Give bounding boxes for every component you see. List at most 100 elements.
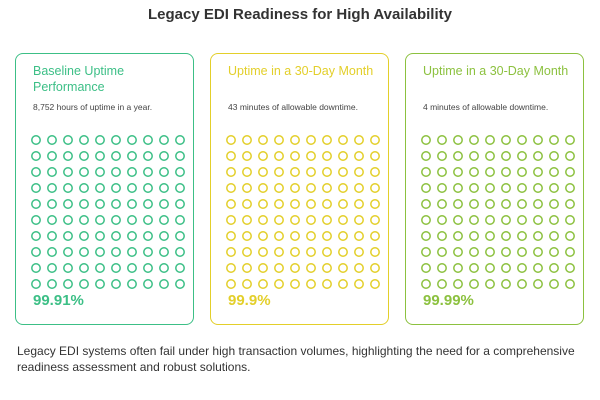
uptime-dot [549,183,559,193]
uptime-dot [485,231,495,241]
uptime-dot [258,151,268,161]
uptime-dot [258,135,268,145]
uptime-dot [47,247,57,257]
uptime-dot [63,183,73,193]
uptime-dot [370,183,380,193]
uptime-dot [127,135,137,145]
uptime-dot [127,231,137,241]
uptime-dot [159,183,169,193]
uptime-dot [469,279,479,289]
uptime-dot [370,231,380,241]
uptime-dot [175,279,185,289]
uptime-dot [549,231,559,241]
uptime-dot [31,183,41,193]
uptime-dot [175,135,185,145]
uptime-dot [549,199,559,209]
uptime-dot [533,263,543,273]
uptime-dot [501,183,511,193]
uptime-dot [338,263,348,273]
uptime-dot [533,231,543,241]
uptime-dot [338,135,348,145]
uptime-dot [517,135,527,145]
uptime-dot [143,247,153,257]
uptime-dot [322,215,332,225]
uptime-dot [159,151,169,161]
uptime-dot [421,215,431,225]
uptime-dot [469,263,479,273]
uptime-dot [453,279,463,289]
uptime-dot [533,183,543,193]
uptime-dot [517,167,527,177]
uptime-dot [469,151,479,161]
uptime-dot [290,231,300,241]
uptime-dot [354,263,364,273]
uptime-dot [485,247,495,257]
uptime-dot [127,247,137,257]
uptime-dot [469,135,479,145]
uptime-dot [95,279,105,289]
uptime-dot [565,279,575,289]
uptime-dot [47,199,57,209]
uptime-dot [338,167,348,177]
uptime-dot [95,263,105,273]
uptime-dot [421,263,431,273]
uptime-dot [79,151,89,161]
uptime-dot [485,279,495,289]
uptime-dot [322,151,332,161]
uptime-dot [274,263,284,273]
dot-grid [421,135,575,289]
uptime-dot [533,135,543,145]
uptime-dot [501,279,511,289]
uptime-dot [306,167,316,177]
uptime-dot [159,263,169,273]
uptime-dot [469,247,479,257]
uptime-dot [258,247,268,257]
uptime-dot [469,215,479,225]
card-title: Uptime in a 30-Day Month [228,64,374,78]
uptime-dot [354,215,364,225]
uptime-dot [242,199,252,209]
uptime-dot [306,215,316,225]
uptime-dot [95,135,105,145]
uptime-dot [31,231,41,241]
uptime-dot [159,135,169,145]
uptime-dot [370,151,380,161]
uptime-dot [306,135,316,145]
uptime-dot [63,231,73,241]
uptime-dot [63,199,73,209]
uptime-dot [421,183,431,193]
uptime-dot [63,215,73,225]
uptime-dot [226,199,236,209]
uptime-dot [469,231,479,241]
uptime-dot [47,279,57,289]
uptime-dot [421,199,431,209]
uptime-dot [517,215,527,225]
uptime-dot [565,215,575,225]
uptime-dot [565,135,575,145]
uptime-dot [549,135,559,145]
uptime-dot [517,183,527,193]
uptime-dot [95,231,105,241]
uptime-dot [370,135,380,145]
uptime-dot [290,135,300,145]
uptime-dot [306,151,316,161]
uptime-dot [322,279,332,289]
uptime-dot [127,199,137,209]
card-value: 99.99% [423,292,474,309]
uptime-dot [322,135,332,145]
uptime-dot [47,167,57,177]
uptime-dot [501,199,511,209]
uptime-dot [242,263,252,273]
uptime-dot [175,247,185,257]
uptime-dot [274,279,284,289]
uptime-dot [226,135,236,145]
card-title: Baseline Uptime Performance [33,64,125,94]
uptime-dot [453,167,463,177]
uptime-dot [226,183,236,193]
uptime-dot [111,135,121,145]
dot-grid [226,135,380,289]
uptime-dot [437,135,447,145]
uptime-dot [338,247,348,257]
uptime-dot [485,151,495,161]
uptime-dot [501,247,511,257]
